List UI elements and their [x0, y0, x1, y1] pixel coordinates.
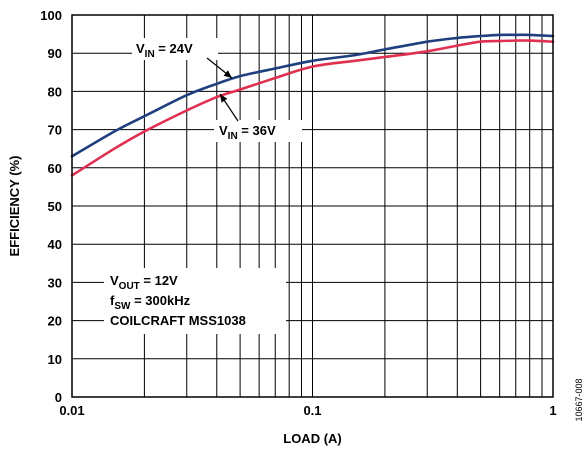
condition-label: fSW = 300kHz	[110, 293, 191, 312]
y-tick-label: 40	[48, 237, 62, 252]
x-tick-label: 0.1	[303, 403, 321, 418]
label-background	[214, 120, 302, 142]
condition-label: COILCRAFT MSS1038	[110, 313, 246, 328]
y-tick-label: 90	[48, 46, 62, 61]
y-tick-label: 0	[55, 390, 62, 405]
x-tick-label: 0.01	[59, 403, 84, 418]
arrow-vin-24v	[206, 57, 233, 79]
x-tick-label: 1	[549, 403, 556, 418]
y-tick-labels: 0 10 20 30 40 50 60 70 80 90 100	[40, 8, 62, 405]
label-background	[132, 38, 218, 60]
condition-label: VOUT = 12V	[110, 273, 178, 292]
y-tick-label: 80	[48, 84, 62, 99]
plot-frame	[71, 14, 554, 398]
y-tick-label: 50	[48, 199, 62, 214]
series-label-vin-36v: VIN = 36V	[219, 123, 276, 142]
y-tick-label: 60	[48, 161, 62, 176]
series-line-vin-24v	[70, 33, 555, 158]
y-tick-label: 30	[48, 275, 62, 290]
series-line-vin-36v	[70, 39, 555, 177]
y-tick-label: 100	[40, 8, 62, 23]
y-tick-label: 70	[48, 123, 62, 138]
x-tick-labels: 0.01 0.1 1	[59, 403, 556, 418]
series-label-vin-24v: VIN = 24V	[136, 41, 193, 60]
x-axis-title: LOAD (A)	[283, 431, 342, 446]
y-axis-title: EFFICIENCY (%)	[7, 156, 22, 257]
label-background	[104, 268, 286, 334]
arrow-vin-36v	[219, 93, 239, 122]
figure-id: 10667-008	[574, 378, 584, 421]
y-tick-label: 20	[48, 314, 62, 329]
y-tick-label: 10	[48, 352, 62, 367]
series-lines	[70, 33, 555, 177]
grid	[72, 15, 553, 397]
